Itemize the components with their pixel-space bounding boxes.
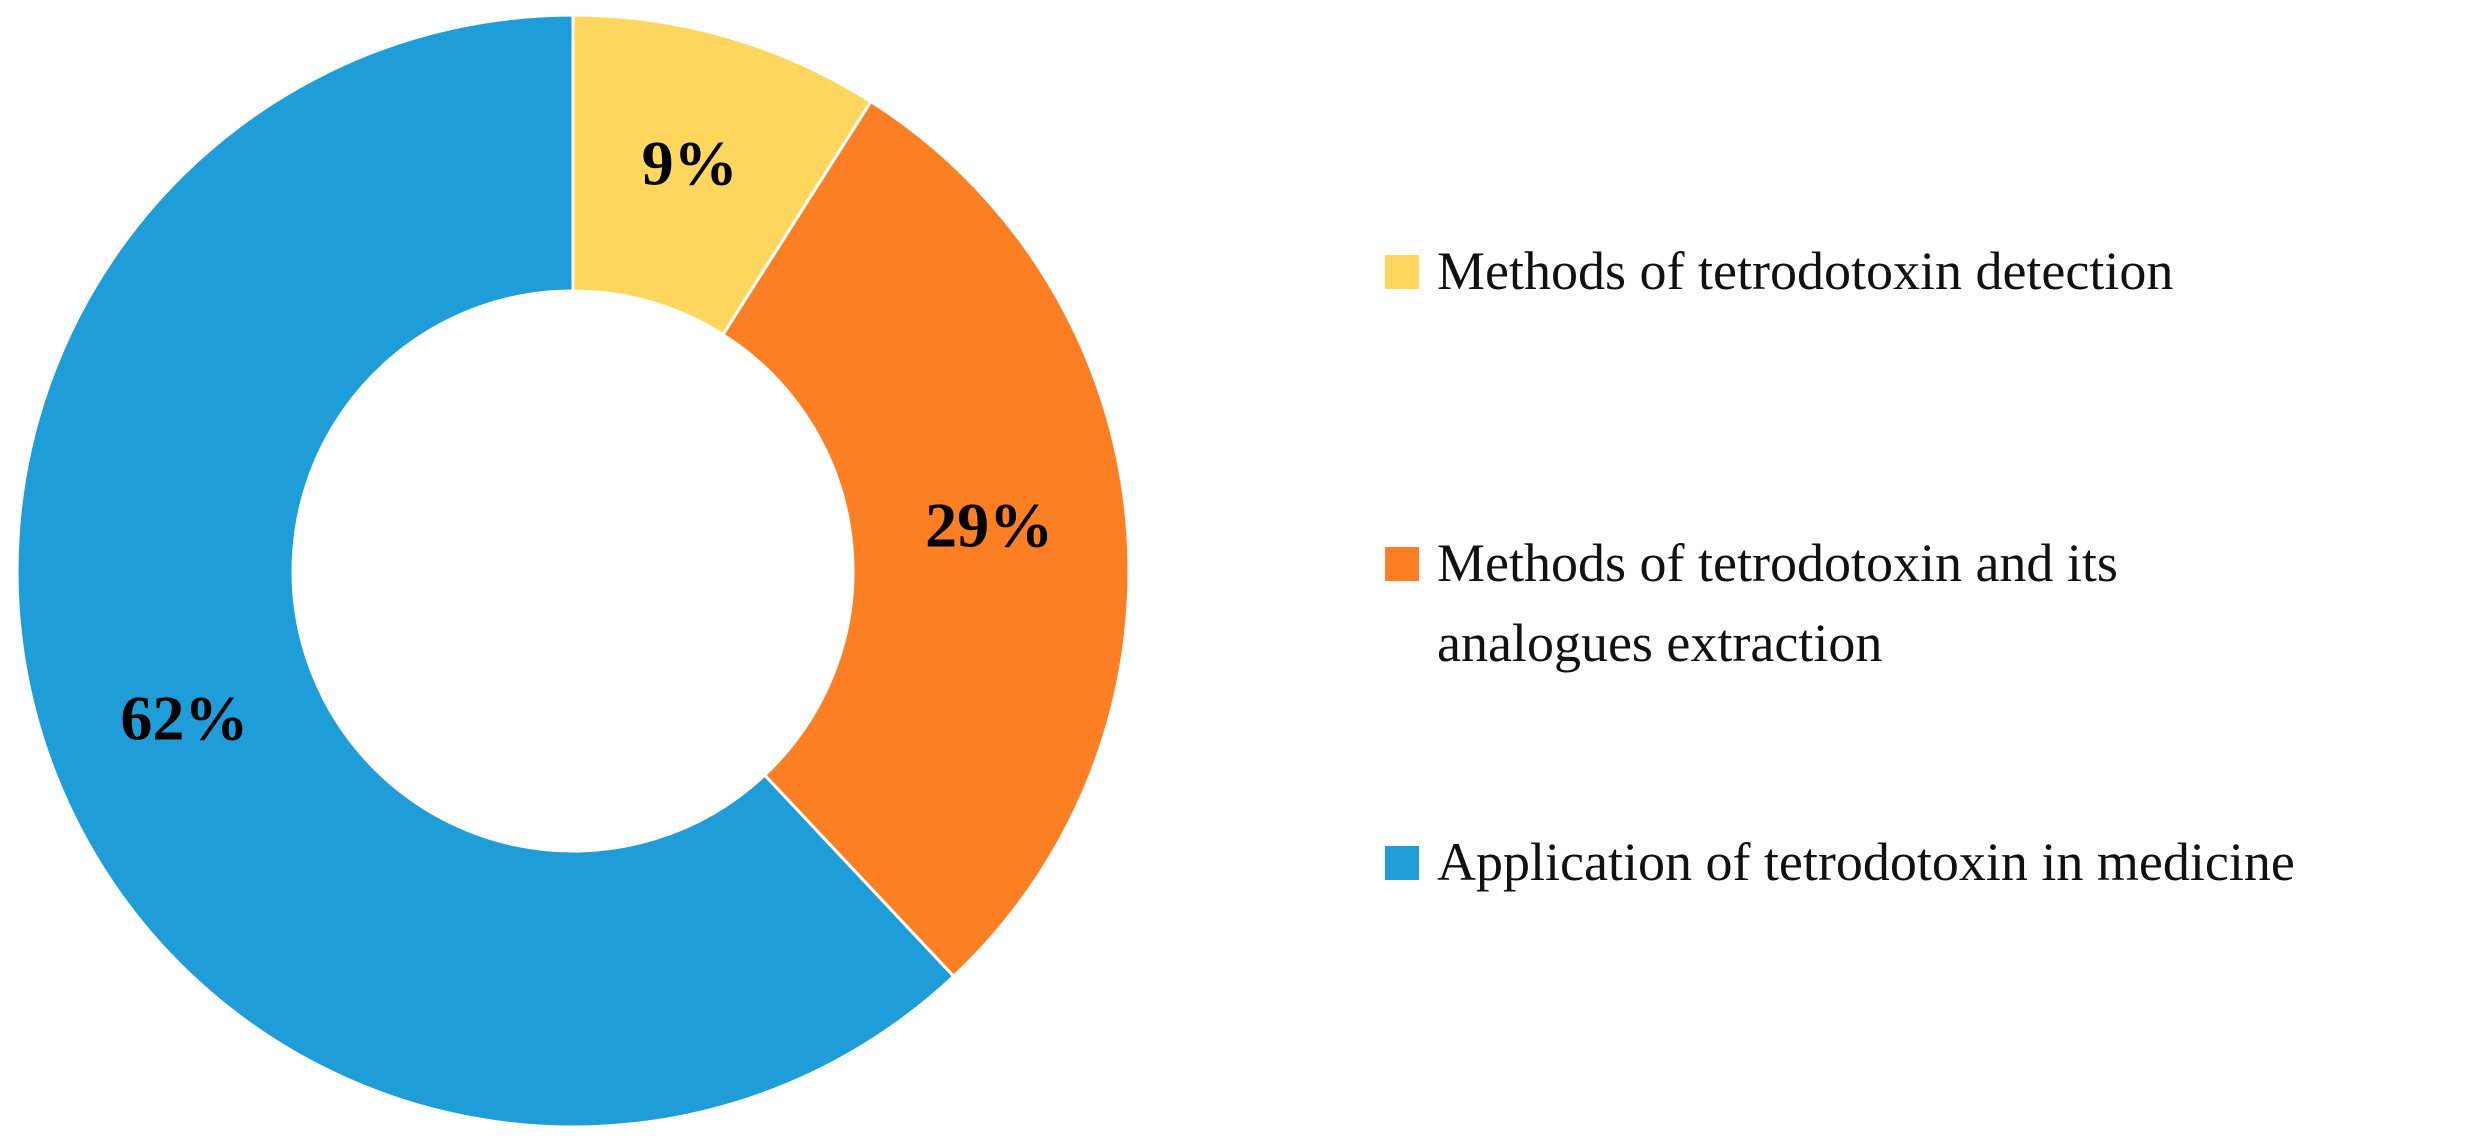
legend-label: Application of tetrodotoxin in medicine xyxy=(1437,832,2295,892)
value-label: 29% xyxy=(925,489,1053,560)
legend-label: Methods of tetrodotoxin detection xyxy=(1437,241,2174,301)
chart: 9% 29% 62% xyxy=(15,13,1131,1129)
legend-item: Methods of tetrodotoxin and its analogue… xyxy=(1385,523,2337,683)
legend: Methods of tetrodotoxin detection Methods… xyxy=(1385,0,2465,1143)
legend-item: Application of tetrodotoxin in medicine xyxy=(1385,822,2337,902)
legend-swatch xyxy=(1385,255,1419,289)
value-label: 9% xyxy=(642,127,738,198)
legend-item: Methods of tetrodotoxin detection xyxy=(1385,231,2337,311)
value-label: 62% xyxy=(120,683,248,754)
legend-label: Methods of tetrodotoxin and its analogue… xyxy=(1437,533,2118,673)
legend-swatch xyxy=(1385,547,1419,581)
donut-slice xyxy=(571,13,873,337)
donut-slice xyxy=(720,99,1131,979)
donut-slice xyxy=(15,13,956,1129)
legend-swatch xyxy=(1385,846,1419,880)
